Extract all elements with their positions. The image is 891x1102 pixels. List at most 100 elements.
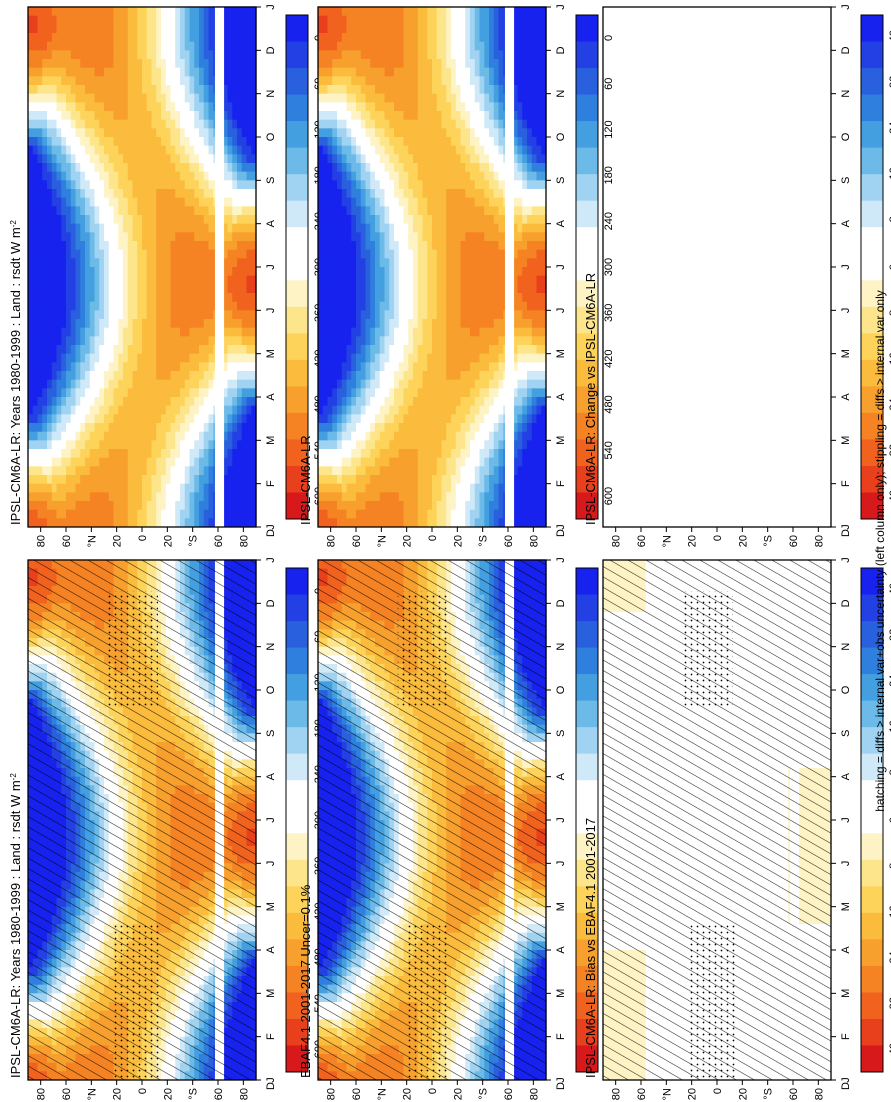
heatmap-cell bbox=[123, 205, 129, 215]
heatmap-cell bbox=[80, 283, 86, 293]
heatmap-cell bbox=[203, 353, 210, 363]
heatmap-cell bbox=[56, 361, 62, 371]
colorbar-swatch bbox=[286, 779, 308, 807]
heatmap-cell bbox=[85, 257, 91, 267]
heatmap-cell bbox=[108, 188, 115, 198]
heatmap-cell bbox=[151, 327, 157, 337]
heatmap-cell bbox=[232, 509, 238, 519]
panel-2: IPSL-CM6A-LR: Years 1980-1999 : Land : r… bbox=[8, 4, 325, 547]
heatmap-cell bbox=[194, 214, 200, 224]
heatmap-cell bbox=[199, 162, 205, 172]
heatmap-cell bbox=[127, 283, 134, 293]
heatmap-cell bbox=[184, 266, 191, 276]
heatmap-cell bbox=[151, 422, 157, 432]
heatmap-cell bbox=[132, 249, 138, 259]
heatmap-cell bbox=[75, 171, 81, 181]
heatmap-cell bbox=[94, 405, 100, 415]
heatmap-cell bbox=[170, 457, 176, 467]
heatmap-cell bbox=[227, 240, 233, 250]
heatmap-cell bbox=[80, 483, 86, 493]
heatmap-cell bbox=[156, 405, 162, 415]
heatmap-cell bbox=[28, 457, 34, 467]
heatmap-cell bbox=[189, 214, 195, 224]
heatmap-cell bbox=[47, 465, 53, 475]
heatmap-cell bbox=[232, 344, 238, 354]
heatmap-cell bbox=[80, 422, 86, 432]
heatmap-cell bbox=[232, 517, 238, 527]
heatmap-cell bbox=[113, 457, 119, 467]
heatmap-cell bbox=[85, 387, 91, 397]
heatmap-cell bbox=[37, 491, 43, 501]
heatmap-cell bbox=[70, 162, 77, 172]
heatmap-cell bbox=[85, 483, 91, 493]
heatmap-cell bbox=[156, 396, 162, 406]
heatmap-cell bbox=[170, 335, 176, 345]
heatmap-cell bbox=[47, 509, 53, 519]
heatmap-cell bbox=[51, 309, 58, 319]
heatmap-cell bbox=[175, 231, 181, 241]
heatmap-cell bbox=[175, 431, 181, 441]
heatmap-cell bbox=[180, 335, 186, 345]
heatmap-cell bbox=[165, 171, 172, 181]
heatmap-cell bbox=[28, 153, 34, 163]
heatmap-cell bbox=[32, 266, 39, 276]
heatmap-cell bbox=[132, 353, 138, 363]
heatmap-cell bbox=[42, 379, 48, 389]
colorbar-swatch bbox=[286, 647, 308, 675]
heatmap-cell bbox=[246, 231, 252, 241]
heatmap-cell bbox=[184, 353, 191, 363]
heatmap-cell bbox=[132, 240, 138, 250]
heatmap-cell bbox=[94, 465, 100, 475]
heatmap-cell bbox=[203, 422, 210, 432]
heatmap-cell bbox=[75, 223, 81, 233]
heatmap-cell bbox=[132, 275, 138, 285]
heatmap-cell bbox=[75, 240, 81, 250]
heatmap-cell bbox=[165, 465, 172, 475]
heatmap-cell bbox=[180, 491, 186, 501]
heatmap-cell bbox=[170, 266, 176, 276]
heatmap-cell bbox=[170, 231, 176, 241]
heatmap-cell bbox=[85, 500, 91, 510]
heatmap-cell bbox=[156, 179, 162, 189]
heatmap-cell bbox=[232, 361, 238, 371]
x-tick-label: A bbox=[265, 946, 277, 954]
heatmap-cell bbox=[241, 266, 248, 276]
heatmap-cell bbox=[175, 162, 181, 172]
heatmap-cell bbox=[123, 483, 129, 493]
heatmap-cell bbox=[199, 249, 205, 259]
heatmap-cell bbox=[137, 327, 143, 337]
heatmap-cell bbox=[94, 483, 100, 493]
heatmap-cell bbox=[75, 370, 81, 380]
heatmap-cell bbox=[241, 370, 248, 380]
heatmap-cell bbox=[237, 231, 243, 241]
heatmap-cell bbox=[99, 214, 105, 224]
heatmap-cell bbox=[104, 223, 110, 233]
heatmap-cell bbox=[85, 457, 91, 467]
heatmap-cell bbox=[118, 318, 124, 328]
heatmap-cell bbox=[104, 301, 110, 311]
heatmap-cell bbox=[32, 214, 39, 224]
heatmap-cell bbox=[184, 205, 191, 215]
heatmap-cell bbox=[108, 231, 115, 241]
heatmap-cell bbox=[199, 379, 205, 389]
heatmap-cell bbox=[156, 275, 162, 285]
heatmap-cell bbox=[80, 335, 86, 345]
heatmap-cell bbox=[85, 162, 91, 172]
heatmap-cell bbox=[227, 457, 233, 467]
heatmap-cell bbox=[28, 405, 34, 415]
heatmap-cell bbox=[227, 370, 233, 380]
heatmap-cell bbox=[85, 188, 91, 198]
heatmap-cell bbox=[180, 509, 186, 519]
heatmap-cell bbox=[142, 439, 148, 449]
heatmap-cell bbox=[146, 266, 153, 276]
figure-rotated: IPSL-CM6A-LR: Years 1980-1999 : Land : r… bbox=[8, 4, 891, 1100]
heatmap-cell bbox=[180, 301, 186, 311]
heatmap-cell bbox=[56, 500, 62, 510]
heatmap-cell bbox=[80, 231, 86, 241]
heatmap-cell bbox=[184, 491, 191, 501]
heatmap-cell bbox=[47, 396, 53, 406]
heatmap-cell bbox=[108, 353, 115, 363]
heatmap-cell bbox=[199, 457, 205, 467]
heatmap-cell bbox=[161, 179, 167, 189]
heatmap-cell bbox=[89, 344, 96, 354]
